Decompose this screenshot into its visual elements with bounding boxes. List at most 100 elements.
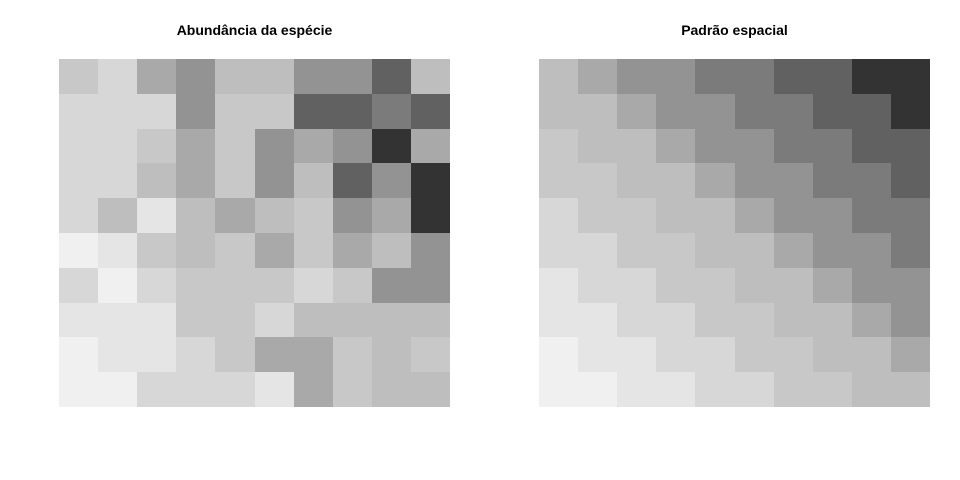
heatmap-cell bbox=[98, 372, 137, 407]
heatmap-cell bbox=[813, 163, 852, 198]
heatmap-cell bbox=[735, 94, 774, 129]
heatmap-cell bbox=[411, 233, 450, 268]
heatmap-cell bbox=[411, 94, 450, 129]
heatmap-cell bbox=[774, 268, 813, 303]
heatmap-cell bbox=[98, 59, 137, 94]
heatmap-cell bbox=[176, 303, 215, 337]
heatmap-cell bbox=[735, 233, 774, 268]
heatmap-cell bbox=[656, 129, 695, 163]
heatmap-cell bbox=[372, 233, 411, 268]
heatmap-cell bbox=[215, 198, 255, 233]
heatmap-cell bbox=[59, 372, 98, 407]
heatmap-cell bbox=[539, 59, 578, 94]
heatmap-cell bbox=[255, 198, 294, 233]
heatmap-cell bbox=[813, 372, 852, 407]
heatmap-cell bbox=[539, 337, 578, 372]
heatmap-cell bbox=[294, 59, 333, 94]
heatmap-cell bbox=[294, 337, 333, 372]
heatmap-cell bbox=[695, 337, 735, 372]
heatmap-cell bbox=[539, 303, 578, 337]
heatmap-cell bbox=[891, 233, 930, 268]
heatmap-cell bbox=[137, 163, 176, 198]
heatmap-cell bbox=[372, 198, 411, 233]
heatmap-cell bbox=[656, 268, 695, 303]
heatmap-cell bbox=[215, 303, 255, 337]
heatmap-cell bbox=[891, 372, 930, 407]
heatmap-cell bbox=[255, 303, 294, 337]
heatmap-cell bbox=[813, 198, 852, 233]
heatmap-cell bbox=[774, 303, 813, 337]
heatmap-cell bbox=[137, 268, 176, 303]
heatmap-cell bbox=[411, 268, 450, 303]
heatmap-cell bbox=[735, 198, 774, 233]
heatmap-cell bbox=[98, 198, 137, 233]
heatmap-cell bbox=[578, 129, 617, 163]
heatmap-cell bbox=[852, 337, 891, 372]
heatmap-cell bbox=[578, 163, 617, 198]
heatmap-cell bbox=[411, 198, 450, 233]
heatmap-cell bbox=[411, 163, 450, 198]
heatmap-cell bbox=[137, 372, 176, 407]
heatmap-cell bbox=[656, 303, 695, 337]
heatmap-grid-abundance bbox=[59, 59, 450, 407]
heatmap-cell bbox=[255, 372, 294, 407]
heatmap-cell bbox=[333, 372, 372, 407]
heatmap-cell bbox=[176, 372, 215, 407]
heatmap-cell bbox=[813, 337, 852, 372]
heatmap-cell bbox=[59, 163, 98, 198]
heatmap-cell bbox=[59, 303, 98, 337]
heatmap-panel-spatial-pattern: Padrão espacial bbox=[539, 22, 930, 407]
heatmap-cell bbox=[372, 94, 411, 129]
heatmap-cell bbox=[372, 129, 411, 163]
heatmap-cell bbox=[176, 129, 215, 163]
heatmap-cell bbox=[774, 198, 813, 233]
heatmap-cell bbox=[617, 303, 656, 337]
heatmap-cell bbox=[255, 337, 294, 372]
heatmap-cell bbox=[617, 163, 656, 198]
heatmap-cell bbox=[735, 129, 774, 163]
heatmap-cell bbox=[891, 59, 930, 94]
heatmap-cell bbox=[333, 233, 372, 268]
heatmap-cell bbox=[695, 59, 735, 94]
heatmap-cell bbox=[617, 198, 656, 233]
heatmap-cell bbox=[98, 163, 137, 198]
heatmap-cell bbox=[774, 129, 813, 163]
heatmap-cell bbox=[695, 129, 735, 163]
heatmap-cell bbox=[333, 94, 372, 129]
heatmap-panel-abundance: Abundância da espécie bbox=[59, 22, 450, 407]
heatmap-cell bbox=[411, 372, 450, 407]
heatmap-cell bbox=[656, 198, 695, 233]
heatmap-cell bbox=[656, 233, 695, 268]
heatmap-cell bbox=[891, 94, 930, 129]
heatmap-cell bbox=[852, 163, 891, 198]
heatmap-cell bbox=[294, 94, 333, 129]
heatmap-cell bbox=[176, 233, 215, 268]
heatmap-cell bbox=[852, 372, 891, 407]
heatmap-cell bbox=[774, 233, 813, 268]
heatmap-cell bbox=[539, 163, 578, 198]
heatmap-cell bbox=[617, 337, 656, 372]
heatmap-cell bbox=[215, 268, 255, 303]
heatmap-cell bbox=[695, 372, 735, 407]
heatmap-cell bbox=[294, 372, 333, 407]
heatmap-cell bbox=[294, 198, 333, 233]
heatmap-cell bbox=[695, 94, 735, 129]
heatmap-cell bbox=[852, 303, 891, 337]
heatmap-cell bbox=[774, 372, 813, 407]
panel-title-spatial-pattern: Padrão espacial bbox=[681, 22, 788, 38]
heatmap-cell bbox=[333, 198, 372, 233]
heatmap-cell bbox=[695, 163, 735, 198]
heatmap-cell bbox=[578, 372, 617, 407]
heatmap-cell bbox=[813, 233, 852, 268]
heatmap-cell bbox=[891, 303, 930, 337]
heatmap-cell bbox=[294, 268, 333, 303]
heatmap-cell bbox=[137, 233, 176, 268]
heatmap-cell bbox=[176, 163, 215, 198]
heatmap-cell bbox=[59, 94, 98, 129]
heatmap-cell bbox=[294, 129, 333, 163]
heatmap-cell bbox=[137, 59, 176, 94]
heatmap-cell bbox=[735, 268, 774, 303]
heatmap-cell bbox=[735, 303, 774, 337]
heatmap-cell bbox=[695, 198, 735, 233]
heatmap-cell bbox=[891, 268, 930, 303]
